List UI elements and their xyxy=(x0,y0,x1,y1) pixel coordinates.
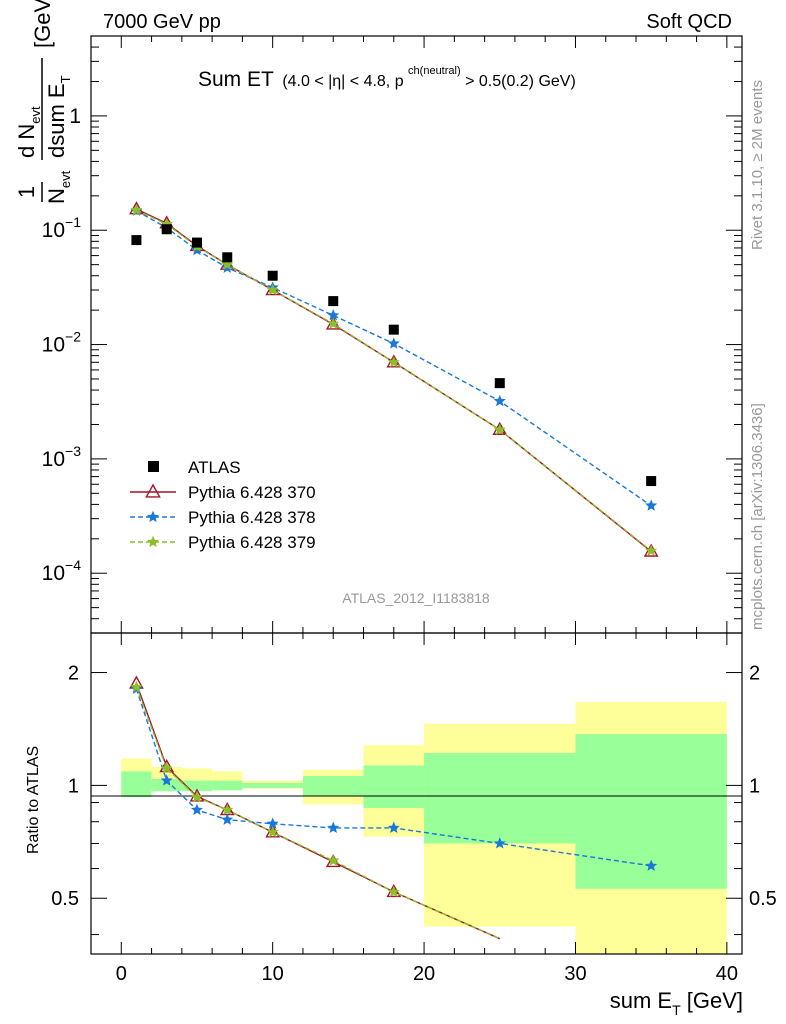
ratio-star-marker xyxy=(221,803,234,816)
ylabel-dsum: dsum ET xyxy=(44,75,73,158)
ratio-star-marker xyxy=(190,790,203,803)
x-tick-label: 10 xyxy=(262,963,284,985)
main-star-marker xyxy=(327,317,340,329)
legend-atlas-marker xyxy=(148,461,159,472)
y-tick-label-ratio-right: 0.5 xyxy=(749,888,777,910)
ratio-star-marker xyxy=(645,859,658,871)
main-star-marker xyxy=(493,423,506,435)
main-star-marker xyxy=(221,258,234,270)
ratio-star-marker xyxy=(387,885,400,897)
legend-star-marker xyxy=(147,535,159,548)
atlas-data-point xyxy=(131,235,142,246)
ratio-plot-frame xyxy=(90,632,743,955)
x-tick-label: 20 xyxy=(413,963,435,985)
green-band-bin xyxy=(181,780,213,792)
x-axis-label: sum ET [GeV] xyxy=(610,988,743,1018)
ratio-uncertainty-bands xyxy=(121,701,727,954)
ratio-triangle-marker xyxy=(159,759,175,773)
x-tick-label: 30 xyxy=(564,963,586,985)
y-axis-label-main: 1 Nevt d Nevt dsum ET [GeV-1] xyxy=(14,0,73,204)
axis-tick-labels: 0 10 20 30 40 1 10−1 10−2 10−3 10−4 2 2 1 1 0.5 0.5 xyxy=(42,105,777,985)
main-star-marker xyxy=(645,544,658,556)
axis-ticks xyxy=(91,35,742,954)
ratio-star-marker xyxy=(160,774,173,786)
atlas-data-point xyxy=(494,378,505,389)
x-tick-label: 40 xyxy=(716,963,738,985)
atlas-data-point xyxy=(388,324,399,335)
main-star-marker xyxy=(493,394,506,407)
legend-triangle-marker xyxy=(145,483,161,498)
ratio-star-marker xyxy=(160,762,173,774)
atlas-data-point xyxy=(222,252,233,263)
legend-label: Pythia 6.428 378 xyxy=(188,508,316,527)
green-band-bin xyxy=(212,780,243,791)
main-star-marker xyxy=(645,499,658,511)
ratio-star-marker xyxy=(190,803,203,816)
x-tick-label: 0 xyxy=(116,963,127,985)
plot-title-cut-sup: ch(neutral) xyxy=(408,65,461,77)
green-band-bin xyxy=(363,765,425,809)
plot-title-main: Sum ET xyxy=(198,68,274,91)
rivet-version-label: Rivet 3.1.10, ≥ 2M events xyxy=(749,80,766,250)
y-axis-label-ratio: Ratio to ATLAS xyxy=(25,746,42,854)
header-left: 7000 GeV pp xyxy=(103,11,221,33)
header-right: Soft QCD xyxy=(646,11,732,33)
ylabel-n: Nevt xyxy=(44,170,73,204)
y-tick-label-ratio: 2 xyxy=(68,663,79,685)
ratio-star-marker xyxy=(130,680,143,693)
analysis-label: ATLAS_2012_I1183818 xyxy=(342,590,490,606)
legend-label: Pythia 6.428 379 xyxy=(188,533,316,552)
y-tick-label-ratio: 0.5 xyxy=(51,888,79,910)
y-tick-label-ratio: 1 xyxy=(68,775,79,797)
y-tick-label-main: 1 xyxy=(69,105,81,128)
ratio-star-marker xyxy=(221,813,234,825)
y-tick-label-main: 10−1 xyxy=(42,214,82,242)
mcplots-site-label: mcplots.cern.ch [arXiv:1306.3436] xyxy=(749,403,766,630)
atlas-data-point xyxy=(267,270,278,281)
ratio-star-marker xyxy=(266,825,279,838)
main-star-marker xyxy=(130,203,143,216)
plot-title: Sum ET (4.0 < |η| < 4.8, p ch(neutral) >… xyxy=(198,61,576,91)
main-star-marker xyxy=(387,356,400,368)
ylabel-dn: d Nevt xyxy=(14,106,43,158)
atlas-data-point xyxy=(646,476,657,487)
green-band-bin xyxy=(424,753,576,844)
main-series-group xyxy=(129,201,659,557)
ratio-series-line xyxy=(135,686,501,940)
y-tick-label-main: 10−4 xyxy=(42,557,82,585)
ratio-star-marker xyxy=(387,821,400,834)
ylabel-unit: [GeV-1] xyxy=(28,0,55,48)
legend-star-marker xyxy=(147,510,159,523)
y-tick-label-ratio-right: 1 xyxy=(749,775,760,797)
atlas-data-point xyxy=(161,224,172,235)
green-band-bin xyxy=(121,771,152,798)
ratio-series-group xyxy=(129,675,658,940)
ratio-star-marker xyxy=(493,837,506,849)
ratio-star-marker xyxy=(327,854,340,866)
legend-atlas-label: ATLAS xyxy=(188,458,241,477)
main-star-marker xyxy=(266,283,279,296)
green-band-bin xyxy=(242,782,303,788)
atlas-data-point xyxy=(191,237,202,248)
ratio-star-marker xyxy=(327,821,340,834)
green-band-bin xyxy=(302,775,364,796)
main-star-marker xyxy=(387,337,400,349)
y-tick-label-main: 10−3 xyxy=(42,443,82,471)
atlas-data-point xyxy=(328,296,339,307)
plot-title-cut-post: > 0.5(0.2) GeV) xyxy=(465,73,576,90)
legend: ATLAS Pythia 6.428 370 Pythia 6.428 378 Pyt… xyxy=(130,458,316,552)
plot-title-cut: (4.0 < |η| < 4.8, p xyxy=(282,73,403,90)
legend-label: Pythia 6.428 370 xyxy=(188,483,316,502)
y-tick-label-main: 10−2 xyxy=(42,329,82,357)
ylabel-one: 1 xyxy=(14,186,39,198)
y-tick-label-ratio-right: 2 xyxy=(749,663,760,685)
